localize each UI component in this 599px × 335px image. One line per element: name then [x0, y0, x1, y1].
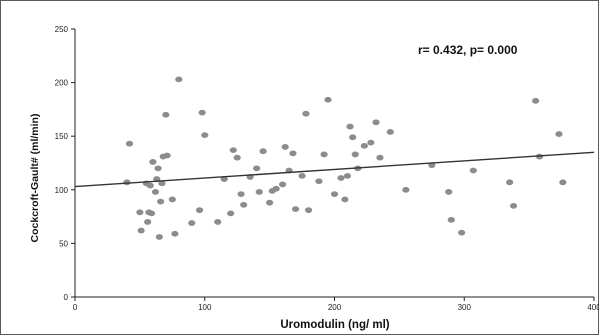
data-point [154, 165, 162, 172]
data-point [195, 207, 204, 214]
data-point [253, 165, 261, 172]
x-axis-title: Uromodulin (ng/ ml) [280, 319, 389, 331]
data-point [146, 182, 154, 189]
data-point [233, 154, 241, 161]
data-point [458, 229, 466, 236]
y-tick-label: 200 [55, 79, 69, 88]
data-point [289, 150, 297, 157]
x-tick-label: 0 [73, 303, 78, 312]
axes [71, 28, 595, 301]
x-tick-label: 100 [198, 303, 212, 312]
data-point [137, 227, 145, 234]
data-point [506, 179, 514, 186]
data-point [158, 180, 166, 187]
data-point [220, 176, 228, 182]
data-point [320, 151, 328, 158]
data-point [402, 186, 410, 193]
data-point [367, 139, 375, 146]
data-point [298, 172, 306, 179]
data-point [149, 159, 157, 165]
data-point [445, 189, 453, 195]
x-tick-label: 200 [328, 303, 342, 312]
data-point [351, 151, 359, 158]
data-point [125, 140, 134, 147]
data-point [151, 189, 160, 195]
data-point [237, 191, 245, 197]
data-point [155, 234, 163, 240]
data-point [229, 147, 237, 154]
data-point [168, 196, 176, 203]
data-point [188, 220, 196, 226]
y-tick-label: 150 [55, 132, 69, 141]
data-point [469, 167, 477, 174]
data-point [509, 202, 518, 209]
data-point [157, 198, 165, 205]
data-point [349, 134, 357, 141]
data-point [279, 181, 287, 188]
data-point [198, 109, 206, 116]
data-point [376, 154, 384, 161]
data-point [532, 97, 540, 104]
data-point [304, 207, 313, 214]
data-point [144, 219, 152, 225]
data-point [386, 129, 394, 135]
data-point [360, 142, 368, 149]
data-point [559, 179, 567, 186]
data-point [281, 144, 289, 150]
data-point [447, 216, 455, 223]
data-point [214, 219, 222, 225]
x-tick-label: 400 [587, 303, 599, 312]
data-point [324, 96, 332, 103]
y-tick-label: 250 [55, 25, 69, 34]
y-tick-label: 0 [64, 293, 69, 302]
data-point [259, 148, 267, 155]
y-tick-label: 100 [55, 186, 69, 195]
data-point [330, 191, 339, 197]
data-point [240, 201, 248, 208]
data-point [343, 172, 352, 179]
x-tick-label: 300 [458, 303, 472, 312]
data-point [291, 206, 300, 212]
data-point [337, 175, 345, 181]
data-point [555, 131, 563, 137]
data-point [255, 189, 263, 195]
data-point [302, 110, 310, 117]
data-point [163, 152, 171, 159]
y-axis-title: Cockcroft-Gault# (ml/min) [29, 114, 41, 243]
trendline-group [74, 151, 595, 188]
data-point [171, 230, 179, 237]
data-point [147, 210, 156, 217]
data-point [175, 76, 183, 83]
data-point [315, 178, 323, 185]
data-point [201, 132, 209, 139]
y-tick-label: 50 [59, 239, 68, 248]
data-point [266, 199, 274, 206]
correlation-annotation: r= 0.432, p= 0.000 [418, 43, 518, 57]
data-point [372, 119, 380, 126]
data-point [346, 123, 354, 130]
tick-labels: 0 50 100 150 200 250 0 100 200 300 400 [55, 25, 599, 312]
data-point [162, 111, 170, 118]
data-point [341, 196, 349, 203]
data-points [123, 76, 567, 240]
data-point [227, 210, 235, 217]
data-point [272, 185, 280, 192]
trendline [74, 151, 595, 188]
data-point [136, 209, 144, 216]
